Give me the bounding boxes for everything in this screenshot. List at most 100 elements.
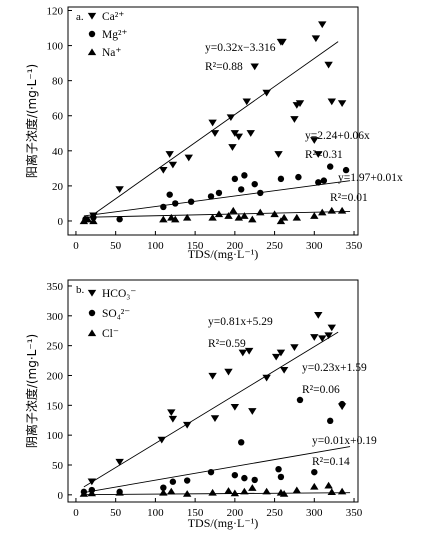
data-point [256,208,265,216]
x-tick-label: 350 [346,507,363,519]
series-2 [79,206,347,225]
data-point [241,474,248,482]
regression-equation: y=0.32x−3.316 [205,42,276,54]
data-point [224,487,233,494]
data-point [251,476,258,484]
data-point [314,312,323,319]
y-tick-label: 0 [58,216,64,228]
legend-marker [87,329,97,337]
data-point [324,332,333,340]
data-point [251,180,258,188]
data-point [208,119,217,127]
series-1 [80,396,346,496]
x-tick-label: 50 [110,507,122,519]
data-point [326,417,334,425]
data-point [277,175,285,183]
data-point [169,478,177,485]
data-point [87,489,97,497]
data-point [318,21,327,29]
data-point [292,486,302,494]
plot-frame [67,6,359,236]
data-point [327,324,336,332]
data-point [157,436,166,444]
data-point [171,215,180,223]
r-squared-label: R²=0.31 [305,149,343,161]
data-point [231,471,239,479]
data-point [182,421,192,429]
panel-label: a. [76,11,84,23]
data-point [240,487,249,495]
regression-equation: y=0.81x+5.29 [208,316,273,328]
legend-marker [87,289,97,297]
data-point [311,468,318,476]
data-point [311,35,321,43]
x-tick-label: 100 [147,240,164,252]
data-point [238,349,247,357]
legend-marker [87,48,97,56]
data-point [250,63,259,71]
data-point [207,193,215,200]
data-point [248,215,257,223]
series-2 [79,481,347,497]
x-tick-label: 200 [227,507,244,519]
data-point [277,473,285,481]
data-point [327,206,336,214]
series-1 [82,163,350,223]
data-point [159,488,168,496]
legend-entry: Na⁺ [102,47,121,59]
data-point [168,161,178,169]
r-squared-label: R²=0.06 [302,384,340,396]
fit-line-0 [83,331,339,488]
regression-equation: y=1.97+0.01x [338,172,403,184]
data-point [172,200,179,207]
y-tick-label: 20 [52,181,64,193]
data-point [310,137,319,144]
data-point [167,409,176,417]
data-point [240,212,249,219]
data-point [187,198,195,205]
data-point [296,396,304,404]
data-point [167,487,176,495]
data-point [295,173,302,181]
data-point [160,203,167,211]
data-point [295,100,305,108]
data-point [337,487,347,495]
data-point [234,213,244,221]
data-point [184,154,193,162]
r-squared-label: R²=0.14 [312,456,350,468]
plot-frame [67,279,359,503]
x-tick-label: 300 [306,507,323,519]
data-point [210,130,220,137]
data-point [320,177,328,184]
legend-entry: Mg²⁺ [102,29,128,41]
x-tick-label: 300 [306,240,323,252]
data-point [115,186,124,193]
data-point [315,179,322,186]
data-point [314,151,323,158]
fit-line-0 [83,41,339,222]
data-point [257,189,264,197]
y-tick-label: 40 [52,146,64,158]
data-point [230,403,240,411]
x-tick-label: 100 [147,507,164,519]
data-point [228,144,237,151]
data-point [208,213,217,221]
y-tick-label: 60 [52,111,64,123]
data-point [115,488,124,496]
data-point [231,175,239,183]
data-point [244,347,254,355]
x-tick-label: 200 [227,240,244,252]
data-point [324,481,333,489]
data-point [89,217,98,225]
data-point [337,100,347,108]
data-point [262,374,271,382]
data-point [208,372,217,380]
data-point [292,213,302,221]
data-point [324,61,333,69]
data-point [279,366,289,374]
data-point [182,213,192,221]
data-point [116,216,123,223]
y-tick-label: 0 [58,490,64,502]
data-point [248,484,257,491]
data-point [310,334,319,341]
